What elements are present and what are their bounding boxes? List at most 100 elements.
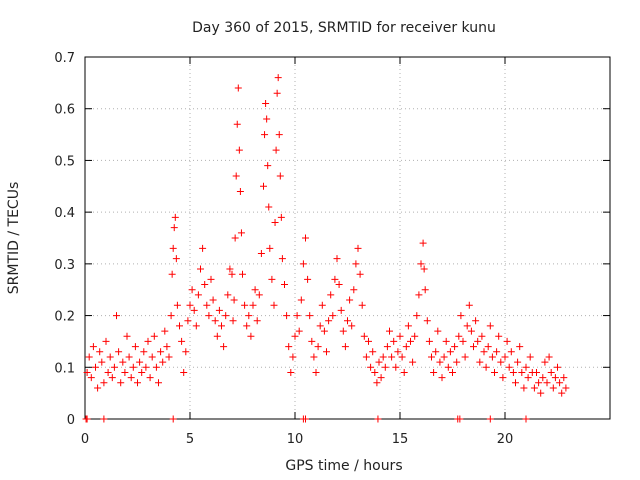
data-point bbox=[129, 363, 137, 371]
data-point bbox=[201, 281, 209, 289]
data-point bbox=[302, 234, 309, 242]
data-point bbox=[541, 358, 549, 366]
data-point bbox=[293, 312, 301, 320]
data-point bbox=[245, 312, 253, 320]
data-point bbox=[237, 229, 245, 237]
data-point bbox=[520, 384, 528, 392]
data-point bbox=[354, 244, 362, 252]
data-point bbox=[509, 368, 517, 376]
data-point bbox=[261, 131, 269, 139]
data-point bbox=[157, 348, 165, 356]
data-point bbox=[264, 162, 272, 170]
data-point bbox=[263, 115, 271, 123]
data-point bbox=[497, 358, 505, 366]
data-point bbox=[260, 182, 267, 190]
data-point bbox=[407, 337, 414, 345]
data-point bbox=[94, 384, 102, 392]
data-point bbox=[102, 337, 110, 345]
data-point bbox=[341, 343, 349, 351]
data-point bbox=[316, 322, 324, 330]
data-point bbox=[235, 146, 243, 154]
data-point bbox=[558, 389, 566, 397]
data-point bbox=[512, 379, 519, 387]
data-point bbox=[222, 312, 230, 320]
data-point bbox=[423, 317, 431, 325]
data-point bbox=[507, 348, 515, 356]
data-point bbox=[207, 275, 215, 283]
data-point bbox=[287, 368, 295, 376]
data-point bbox=[176, 322, 183, 330]
data-point bbox=[310, 353, 318, 361]
data-point bbox=[505, 363, 513, 371]
data-point bbox=[432, 348, 440, 356]
data-point bbox=[241, 301, 249, 309]
data-point bbox=[194, 291, 202, 299]
data-point bbox=[134, 379, 141, 387]
data-point bbox=[404, 322, 412, 330]
data-point bbox=[239, 270, 246, 278]
data-point bbox=[136, 358, 144, 366]
data-point bbox=[302, 415, 309, 423]
data-point bbox=[371, 368, 379, 376]
data-point bbox=[165, 353, 173, 361]
grid-lines bbox=[85, 57, 610, 419]
data-point bbox=[268, 275, 276, 283]
data-point bbox=[320, 327, 328, 335]
data-point bbox=[329, 312, 337, 320]
data-point bbox=[455, 332, 463, 340]
data-point bbox=[526, 353, 534, 361]
data-point bbox=[236, 187, 244, 195]
data-point bbox=[192, 322, 200, 330]
data-point bbox=[514, 358, 522, 366]
data-point bbox=[115, 348, 123, 356]
data-point bbox=[360, 332, 368, 340]
data-point bbox=[421, 286, 429, 294]
y-tick-label: 0.6 bbox=[54, 103, 75, 118]
data-point bbox=[484, 343, 492, 351]
data-point bbox=[184, 317, 192, 325]
data-point bbox=[547, 368, 555, 376]
data-point bbox=[491, 368, 498, 376]
data-point bbox=[537, 389, 545, 397]
data-point bbox=[148, 353, 156, 361]
data-point bbox=[127, 374, 135, 382]
data-point bbox=[488, 353, 496, 361]
x-tick-label: 0 bbox=[81, 432, 89, 447]
data-point bbox=[203, 301, 211, 309]
data-point bbox=[495, 332, 503, 340]
data-point bbox=[104, 368, 112, 376]
data-point bbox=[472, 317, 480, 325]
data-point bbox=[266, 244, 274, 252]
data-point bbox=[367, 363, 375, 371]
data-point bbox=[188, 286, 196, 294]
data-point bbox=[220, 343, 228, 351]
data-point bbox=[543, 379, 551, 387]
data-point bbox=[146, 374, 154, 382]
data-point bbox=[390, 337, 398, 345]
data-point bbox=[394, 348, 402, 356]
data-point bbox=[381, 363, 389, 371]
data-point bbox=[226, 265, 234, 273]
data-point bbox=[348, 322, 356, 330]
data-point bbox=[119, 358, 127, 366]
data-point bbox=[425, 337, 433, 345]
data-point bbox=[312, 368, 320, 376]
x-tick-label: 15 bbox=[392, 432, 409, 447]
data-points bbox=[82, 74, 570, 423]
y-axis-label: SRMTID / TECUs bbox=[6, 182, 22, 295]
data-point bbox=[337, 306, 345, 314]
data-point bbox=[231, 234, 239, 242]
data-point bbox=[100, 415, 108, 423]
data-point bbox=[249, 301, 257, 309]
data-point bbox=[456, 415, 464, 423]
data-point bbox=[171, 213, 179, 221]
data-point bbox=[465, 301, 473, 309]
data-point bbox=[273, 89, 281, 97]
data-point bbox=[272, 146, 280, 154]
data-point bbox=[560, 374, 568, 382]
data-point bbox=[138, 368, 146, 376]
data-point bbox=[463, 322, 471, 330]
x-tick-label: 10 bbox=[287, 432, 304, 447]
data-point bbox=[545, 353, 553, 361]
data-point bbox=[169, 415, 177, 423]
